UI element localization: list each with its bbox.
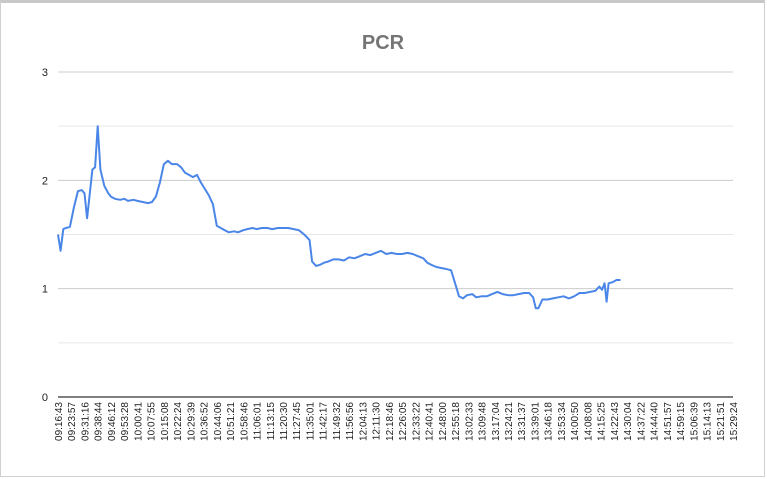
x-tick-label: 11:20:30 [279,402,290,441]
x-tick-label: 11:56:56 [345,402,356,441]
x-tick-label: 15:14:13 [703,402,714,441]
x-tick-label: 10:58:46 [239,402,250,441]
x-tick-label: 14:15:25 [597,402,608,441]
x-tick-label: 14:30:04 [623,402,634,441]
x-tick-label: 13:39:01 [530,402,541,441]
y-tick-label: 2 [42,175,48,187]
x-tick-label: 15:21:51 [716,402,727,441]
y-tick-label: 0 [42,392,48,404]
chart-title: PCR [362,32,405,54]
x-axis-ticks: 09:16:43 09:23:57 09:31:16 09:38:44 09:46:12… [54,402,740,441]
y-tick-label: 3 [42,67,48,79]
x-tick-label: 15:29:24 [729,402,740,441]
x-tick-label: 11:49:32 [332,402,343,441]
x-tick-label: 14:51:57 [663,402,674,441]
x-tick-label: 13:02:33 [464,402,475,441]
y-axis-ticks: 0 1 2 3 [42,67,48,404]
x-tick-label: 12:18:46 [385,402,396,441]
x-tick-label: 09:16:43 [54,402,65,441]
x-tick-label: 14:00:50 [570,402,581,441]
x-tick-label: 09:23:57 [67,402,78,441]
x-tick-label: 12:11:30 [372,402,383,441]
x-tick-label: 13:53:34 [557,402,568,441]
x-tick-label: 14:08:08 [583,402,594,441]
x-tick-label: 12:33:22 [411,402,422,441]
x-tick-label: 10:29:39 [186,402,197,441]
x-tick-label: 14:22:43 [610,402,621,441]
x-tick-label: 12:55:18 [451,402,462,441]
x-tick-label: 15:06:39 [689,402,700,441]
x-tick-label: 09:38:44 [94,402,105,441]
x-tick-label: 11:27:45 [292,402,303,441]
x-tick-label: 10:00:41 [133,402,144,441]
x-tick-label: 14:59:15 [676,402,687,441]
x-tick-label: 13:31:37 [517,402,528,441]
y-tick-label: 1 [42,284,48,296]
x-tick-label: 11:35:01 [305,402,316,441]
x-tick-label: 13:24:21 [504,402,515,441]
x-tick-label: 09:46:12 [107,402,118,441]
x-tick-label: 11:42:17 [319,402,330,441]
x-tick-label: 10:07:55 [147,402,158,441]
x-tick-label: 11:06:01 [253,402,264,441]
x-tick-label: 10:44:06 [213,402,224,441]
x-tick-label: 10:51:21 [226,402,237,441]
x-tick-label: 14:44:40 [650,402,661,441]
gridlines [58,71,733,398]
x-tick-label: 12:40:41 [425,402,436,441]
x-tick-label: 14:37:22 [636,402,647,441]
x-tick-label: 11:13:15 [266,402,277,441]
x-tick-label: 13:46:18 [544,402,555,441]
x-tick-label: 10:22:24 [173,402,184,441]
x-tick-label: 10:15:08 [160,402,171,441]
x-tick-label: 13:17:04 [491,402,502,441]
pcr-series-line [57,125,621,310]
x-tick-label: 09:31:16 [80,402,91,441]
x-tick-label: 10:36:52 [200,402,211,441]
x-tick-label: 12:48:00 [438,402,449,441]
x-tick-label: 13:09:48 [478,402,489,441]
x-tick-label: 09:53:28 [120,402,131,441]
x-tick-label: 12:04:13 [358,402,369,441]
x-tick-label: 12:26:05 [398,402,409,441]
